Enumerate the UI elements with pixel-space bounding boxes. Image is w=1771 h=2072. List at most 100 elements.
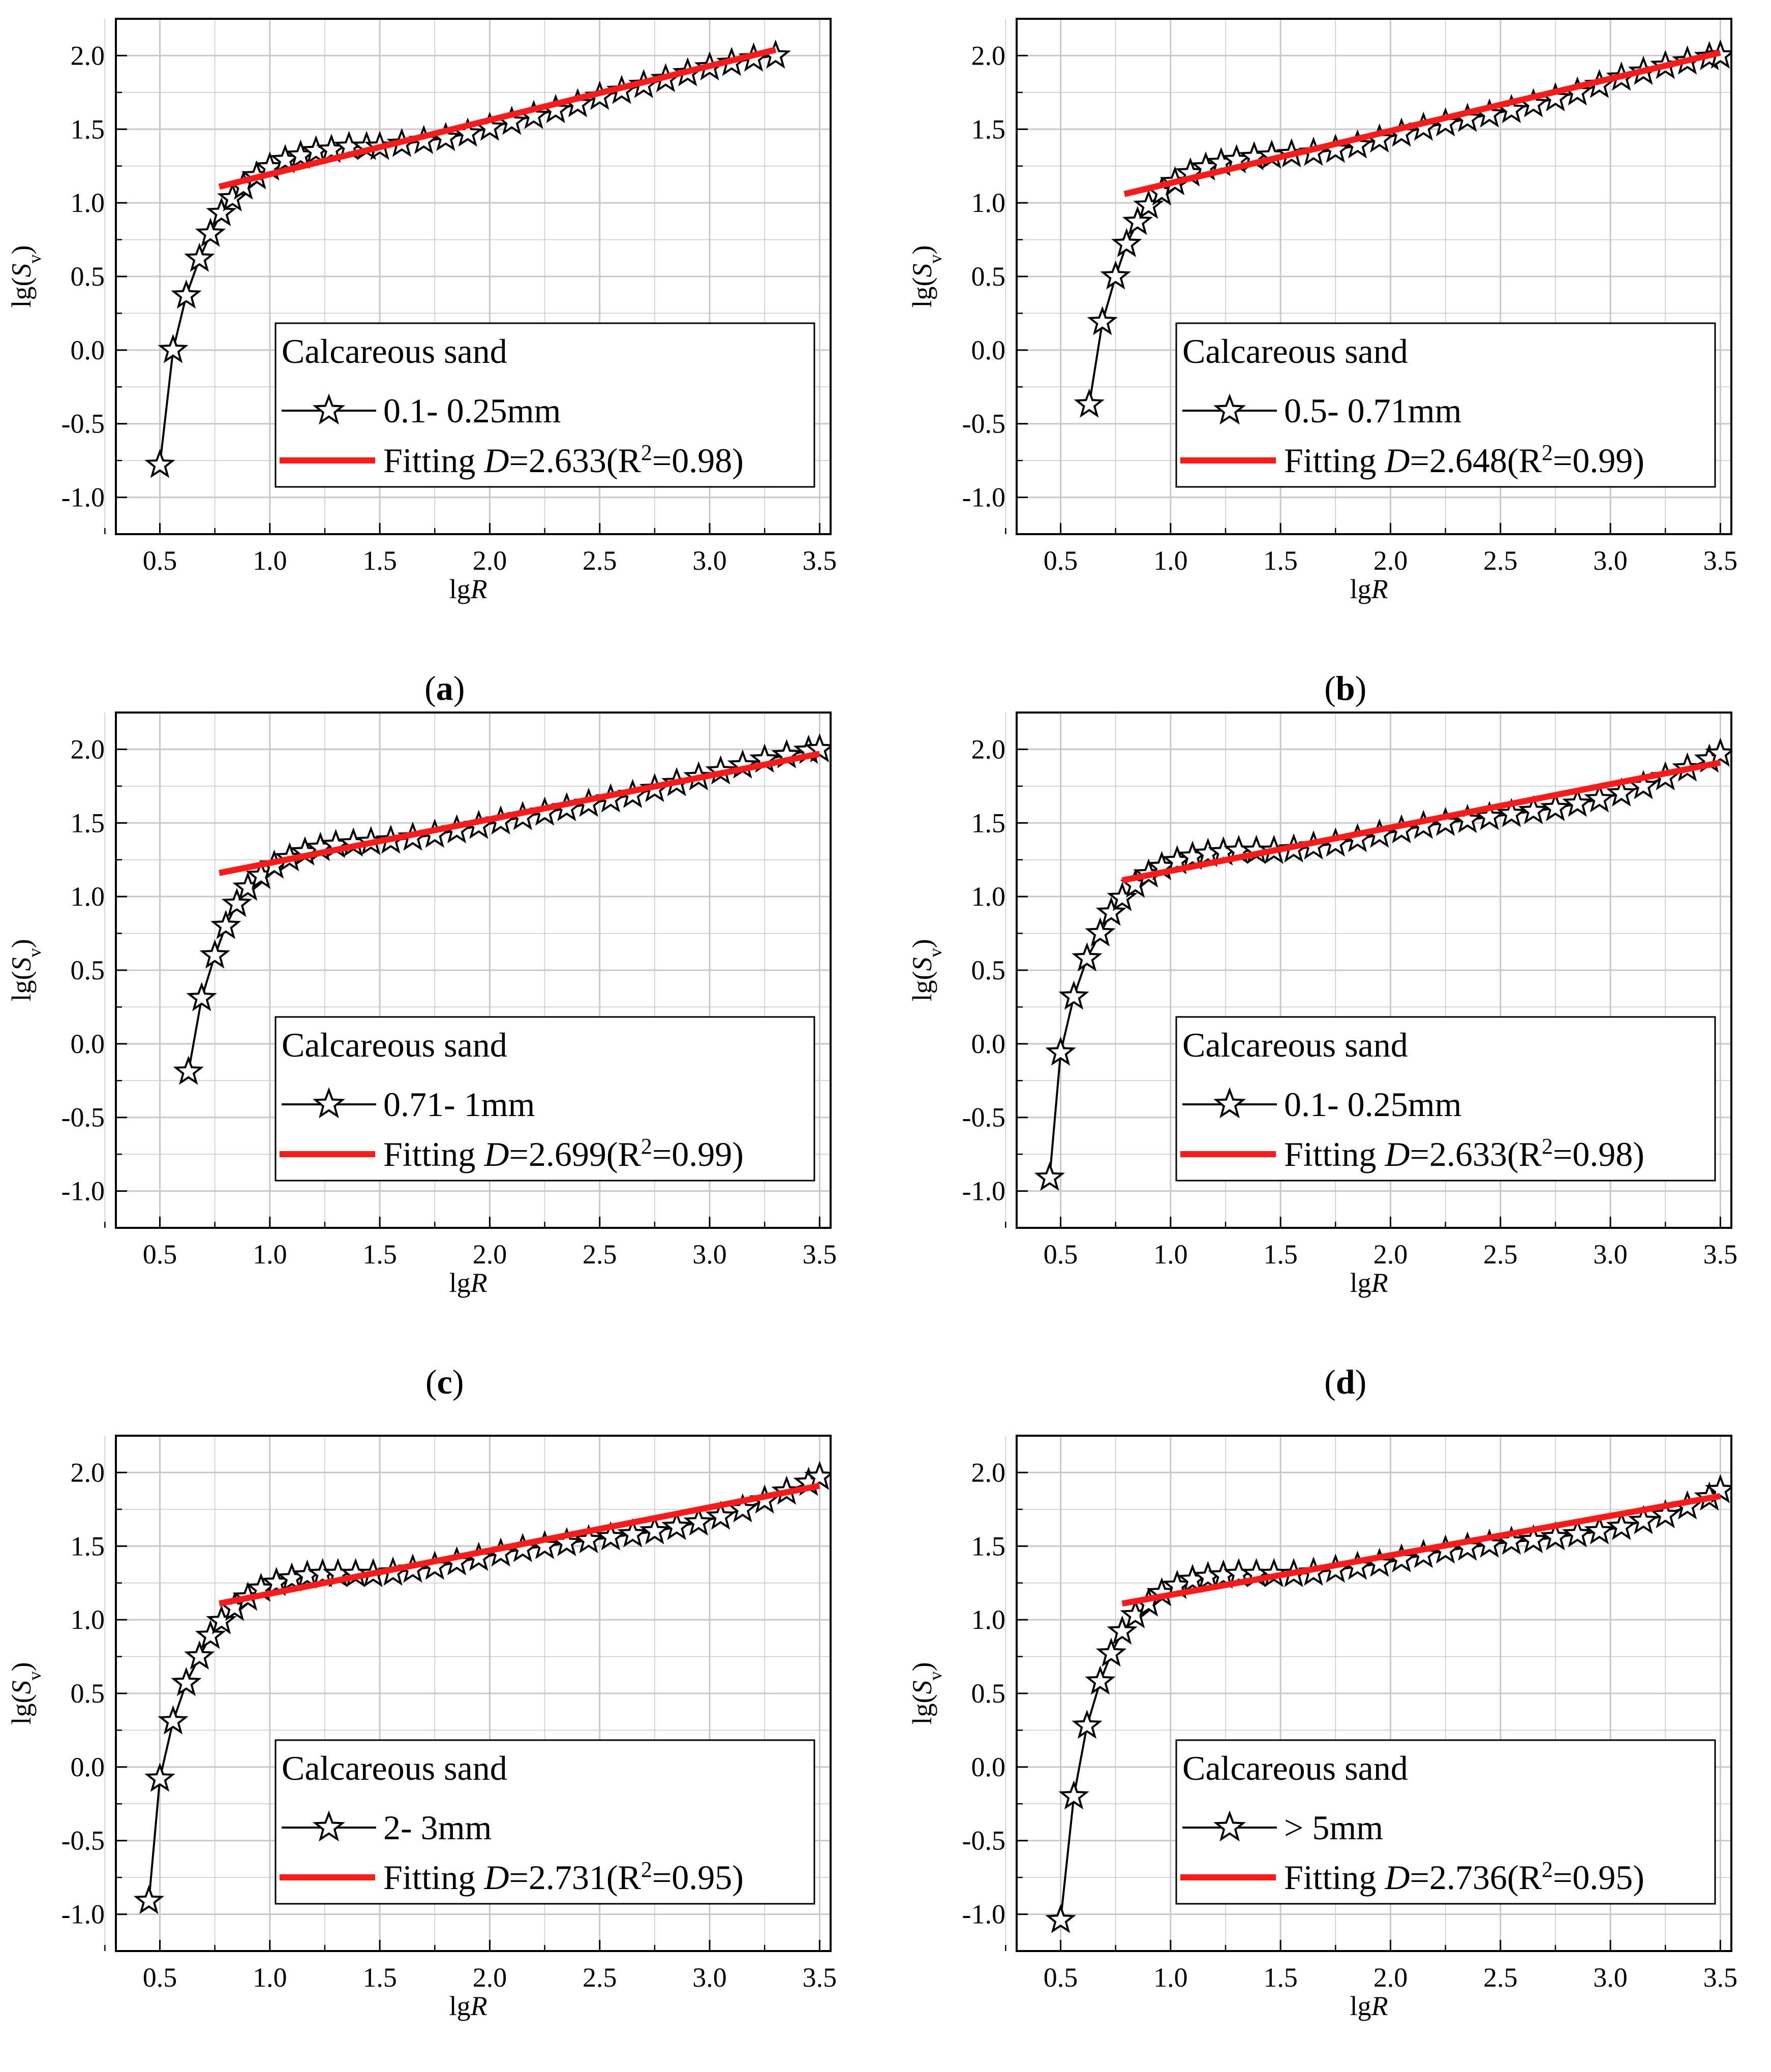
x-tick-label: 2.5 xyxy=(583,545,617,576)
y-tick-label: 1.5 xyxy=(71,114,105,144)
x-tick-label: 0.5 xyxy=(1044,545,1078,576)
x-tick-label: 2.0 xyxy=(473,1962,507,1993)
legend: Calcareous sand 0.71- 1mm Fitting D=2.699(… xyxy=(274,1016,815,1182)
x-axis-label: lgR xyxy=(449,1991,487,2021)
legend-data-label: 0.5- 0.71mm xyxy=(1284,391,1461,430)
y-tick-label: 0.5 xyxy=(971,261,1006,292)
panel-label: (c) xyxy=(425,1363,464,1401)
data-point-star xyxy=(171,1667,202,1696)
series-fit xyxy=(1121,759,1721,884)
y-axis-label: lg(Sv) xyxy=(907,1662,945,1725)
plot-frame xyxy=(1016,18,1732,535)
x-tick-label: 1.5 xyxy=(362,1239,397,1270)
y-tick-label: 2.0 xyxy=(71,40,105,71)
x-axis-label: lgR xyxy=(1350,1991,1388,2021)
series-data xyxy=(133,1461,831,1914)
data-point-star xyxy=(1074,388,1105,418)
data-point-star xyxy=(133,1884,165,1914)
y-tick-label: -0.5 xyxy=(962,1826,1005,1856)
legend-star-icon xyxy=(1213,393,1246,425)
y-tick-label: 1.0 xyxy=(71,881,105,912)
data-point-star xyxy=(173,1056,204,1085)
x-axis-label: lgR xyxy=(449,574,487,604)
data-point-star xyxy=(1562,1518,1593,1548)
y-axis-label: lg(Sv) xyxy=(6,245,45,308)
chart-panel-c: 0.5 1.0 1.5 2.0 2.5 3.0 3.5 -1.0 -0.5 0.0 0.5 1.0 1.… xyxy=(6,712,837,1401)
data-point-star xyxy=(1122,206,1153,235)
legend-data-label: 0.71- 1mm xyxy=(383,1085,535,1124)
panel-label: (d) xyxy=(1324,1363,1366,1401)
y-tick-label: 0.5 xyxy=(971,1678,1006,1709)
x-tick-label: 3.5 xyxy=(1703,1239,1738,1270)
y-tick-label: 0.5 xyxy=(71,261,105,292)
data-point-star xyxy=(1085,917,1116,947)
fit-line xyxy=(218,47,777,190)
y-axis-label: lg(Sv) xyxy=(6,1662,45,1725)
plot-frame xyxy=(115,18,832,535)
y-tick-label: 1.0 xyxy=(971,188,1006,218)
x-tick-label: 3.5 xyxy=(803,545,837,576)
y-tick-label: 1.5 xyxy=(971,808,1006,838)
legend-fit-label: Fitting D=2.633(R2=0.98) xyxy=(383,440,744,480)
series-fit xyxy=(1121,1493,1721,1607)
x-tick-label: 3.5 xyxy=(1703,545,1738,576)
series-fit xyxy=(1123,49,1721,197)
y-tick-label: 1.5 xyxy=(971,1531,1006,1561)
data-point-star xyxy=(158,1705,189,1735)
data-point-star xyxy=(1072,1710,1103,1739)
data-point-star xyxy=(195,1620,226,1649)
data-point-star xyxy=(1562,787,1593,817)
data-point-star xyxy=(186,982,217,1011)
data-point-star xyxy=(195,218,226,247)
y-tick-label: 2.0 xyxy=(71,1457,105,1488)
x-tick-label: 3.0 xyxy=(692,1239,727,1270)
x-tick-label: 0.5 xyxy=(143,1962,177,1993)
y-tick-label: 0.5 xyxy=(971,955,1006,985)
y-tick-label: -0.5 xyxy=(62,1826,105,1856)
chart-panel-d: 0.5 1.0 1.5 2.0 2.5 3.0 3.5 -1.0 -0.5 0.0 0.5 1.0 1.… xyxy=(907,712,1738,1401)
legend-star-icon xyxy=(312,393,346,425)
plot-frame xyxy=(115,712,832,1229)
legend-title: Calcareous sand xyxy=(1182,1749,1408,1787)
y-tick-label: 1.0 xyxy=(971,1604,1006,1635)
y-tick-label: -1.0 xyxy=(62,1176,105,1207)
data-point-star xyxy=(1584,783,1615,813)
data-point-star xyxy=(1518,795,1549,824)
plot-frame xyxy=(115,1435,832,1952)
data-point-star xyxy=(1045,1036,1076,1066)
legend-fit-label: Fitting D=2.699(R2=0.99) xyxy=(383,1134,744,1174)
x-tick-label: 2.5 xyxy=(583,1962,617,1993)
x-tick-label: 2.5 xyxy=(1483,1962,1518,1993)
y-tick-label: 0.5 xyxy=(71,955,105,985)
legend-star-icon xyxy=(312,1810,346,1842)
x-axis-label: lgR xyxy=(1350,574,1388,604)
x-tick-label: 0.5 xyxy=(1044,1239,1078,1270)
legend-title: Calcareous sand xyxy=(1182,332,1408,370)
y-tick-label: -0.5 xyxy=(962,1102,1005,1133)
x-tick-label: 2.0 xyxy=(1373,545,1408,576)
data-point-star xyxy=(1095,896,1127,926)
y-tick-label: -1.0 xyxy=(962,1176,1005,1207)
data-point-star xyxy=(144,449,175,478)
chart-panel-a: 0.5 1.0 1.5 2.0 2.5 3.0 3.5 -1.0 -0.5 0.0 0.5 1.0 1.… xyxy=(6,18,837,707)
legend-data-label: 0.1- 0.25mm xyxy=(383,391,561,430)
ticks: 0.5 1.0 1.5 2.0 2.5 3.0 3.5 -1.0 -0.5 0.0 0.5 1.0 1.… xyxy=(962,1457,1738,1993)
plot-frame xyxy=(1016,1435,1732,1952)
y-axis-label: lg(Sv) xyxy=(907,939,945,1002)
data-point-star xyxy=(1705,737,1731,767)
x-tick-label: 2.5 xyxy=(1483,1239,1518,1270)
x-tick-label: 2.5 xyxy=(583,1239,617,1270)
y-tick-label: 1.0 xyxy=(71,1604,105,1635)
legend: Calcareous sand 2- 3mm Fitting D=2.731(R2=… xyxy=(274,1739,815,1905)
ticks: 0.5 1.0 1.5 2.0 2.5 3.0 3.5 -1.0 -0.5 0.0 0.5 1.0 1.… xyxy=(62,40,837,576)
x-tick-label: 0.5 xyxy=(143,545,177,576)
y-tick-label: -0.5 xyxy=(962,409,1005,439)
legend-title: Calcareous sand xyxy=(282,332,507,370)
legend-data-label: > 5mm xyxy=(1284,1808,1383,1847)
x-tick-label: 1.5 xyxy=(1263,1239,1298,1270)
data-point-star xyxy=(1034,1161,1065,1191)
x-tick-label: 1.0 xyxy=(1153,1962,1188,1993)
data-point-star xyxy=(1540,1521,1571,1551)
x-tick-label: 2.0 xyxy=(1373,1239,1408,1270)
